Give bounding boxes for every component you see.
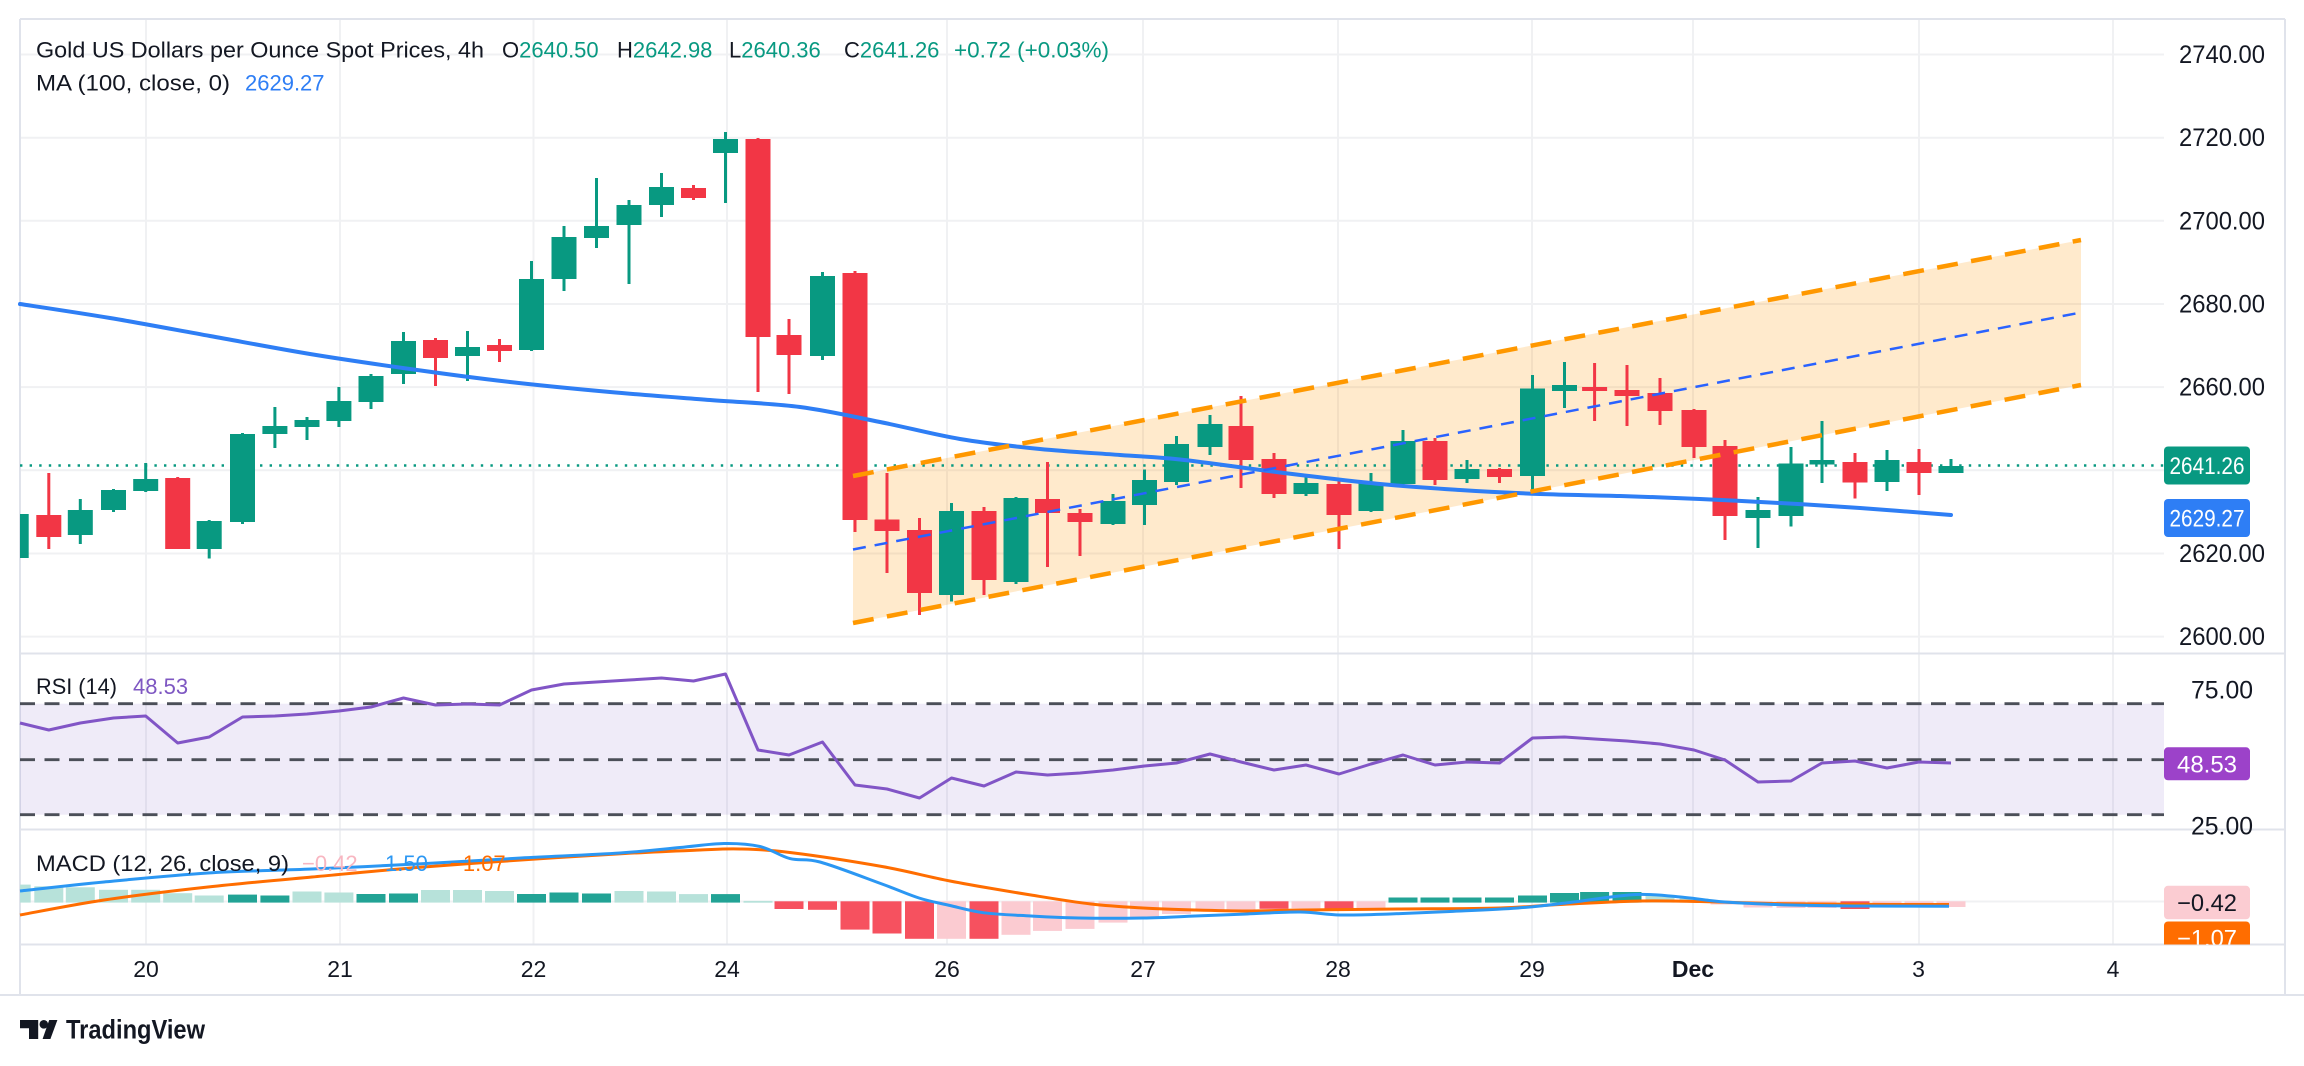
svg-text:O2640.50: O2640.50 — [502, 38, 599, 63]
svg-text:20: 20 — [133, 956, 159, 982]
svg-text:−0.42: −0.42 — [2177, 890, 2237, 917]
svg-text:MA (100, close, 0): MA (100, close, 0) — [36, 71, 230, 96]
svg-text:−1.07: −1.07 — [450, 851, 506, 876]
svg-text:2620.00: 2620.00 — [2179, 540, 2265, 568]
svg-text:2720.00: 2720.00 — [2179, 124, 2265, 152]
svg-text:MACD (12, 26, close, 9): MACD (12, 26, close, 9) — [36, 851, 289, 876]
svg-text:2680.00: 2680.00 — [2179, 291, 2265, 319]
svg-text:2740.00: 2740.00 — [2179, 41, 2265, 69]
svg-text:C2641.26: C2641.26 — [844, 38, 939, 63]
svg-text:27: 27 — [1130, 956, 1156, 982]
svg-text:29: 29 — [1519, 956, 1545, 982]
svg-text:4: 4 — [2107, 956, 2120, 982]
svg-text:+0.72 (+0.03%): +0.72 (+0.03%) — [954, 38, 1109, 63]
svg-text:28: 28 — [1325, 956, 1351, 982]
svg-text:3: 3 — [1912, 956, 1925, 982]
svg-text:2629.27: 2629.27 — [2170, 506, 2245, 533]
svg-text:1.50: 1.50 — [385, 851, 428, 876]
svg-text:22: 22 — [521, 956, 547, 982]
svg-text:26: 26 — [934, 956, 960, 982]
svg-text:48.53: 48.53 — [133, 674, 188, 699]
svg-text:2660.00: 2660.00 — [2179, 374, 2265, 402]
svg-text:2700.00: 2700.00 — [2179, 207, 2265, 235]
svg-text:TradingView: TradingView — [66, 1015, 206, 1045]
svg-text:H2642.98: H2642.98 — [617, 38, 712, 63]
svg-text:25.00: 25.00 — [2191, 813, 2253, 841]
svg-text:2641.26: 2641.26 — [2170, 453, 2245, 480]
svg-text:Gold US Dollars per Ounce Spot: Gold US Dollars per Ounce Spot Prices, 4… — [36, 38, 484, 63]
svg-text:Dec: Dec — [1672, 956, 1714, 982]
svg-text:−1.07: −1.07 — [2177, 926, 2237, 953]
svg-text:48.53: 48.53 — [2177, 751, 2237, 778]
svg-text:−0.42: −0.42 — [302, 851, 358, 876]
svg-text:21: 21 — [327, 956, 353, 982]
svg-text:L2640.36: L2640.36 — [729, 38, 821, 63]
svg-text:2629.27: 2629.27 — [245, 71, 325, 96]
svg-text:24: 24 — [714, 956, 740, 982]
svg-text:2600.00: 2600.00 — [2179, 623, 2265, 651]
svg-text:75.00: 75.00 — [2191, 677, 2253, 705]
svg-text:RSI (14): RSI (14) — [36, 674, 117, 699]
